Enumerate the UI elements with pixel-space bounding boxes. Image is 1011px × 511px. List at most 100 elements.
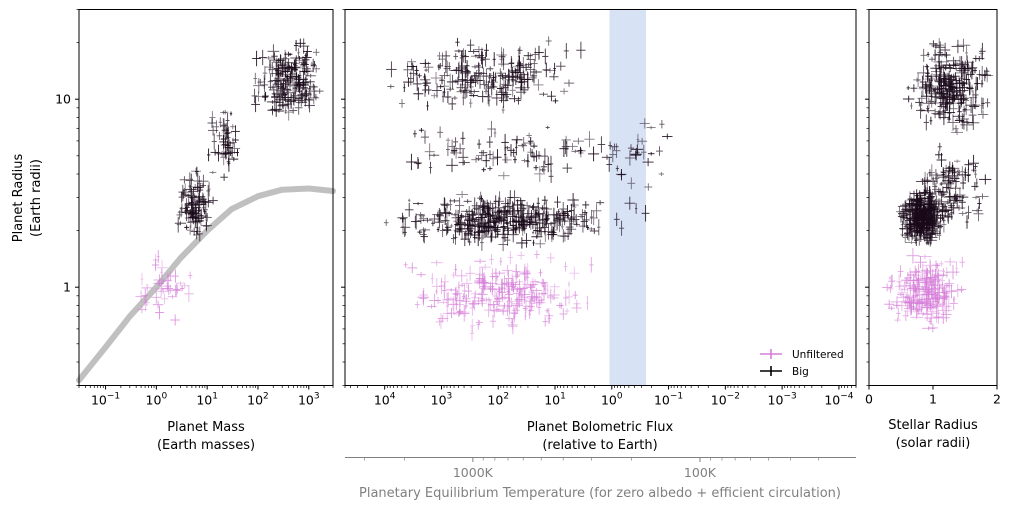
unfiltered-planet-point <box>484 302 494 318</box>
big-planet-point <box>453 230 458 245</box>
unfiltered-planet-point <box>916 296 927 309</box>
big-planet-point <box>579 209 586 220</box>
big-planet-point <box>501 209 514 215</box>
big-planet-point <box>928 169 932 177</box>
big-planet-point <box>439 72 450 79</box>
unfiltered-planet-point <box>481 297 492 303</box>
big-planet-point <box>446 158 458 173</box>
big-planet-point <box>468 98 473 108</box>
unfiltered-planet-point <box>906 247 920 264</box>
big-planet-point <box>904 226 912 240</box>
big-planet-point <box>488 151 498 167</box>
big-planet-point <box>462 90 465 106</box>
mass-axis-title: Planet Mass <box>167 420 245 435</box>
big-planet-point <box>910 234 919 238</box>
big-planet-point <box>557 213 563 226</box>
big-planet-point <box>509 217 512 226</box>
big-planet-point <box>294 82 299 92</box>
big-planet-point <box>475 213 488 221</box>
big-planet-point <box>446 87 455 92</box>
big-planet-point <box>921 221 924 228</box>
big-planet-point <box>182 204 191 221</box>
big-planet-point <box>454 79 458 84</box>
unfiltered-planet-point <box>921 291 936 297</box>
unfiltered-planet-point <box>184 285 194 303</box>
big-planet-point <box>208 196 218 205</box>
unfiltered-planet-point <box>431 273 434 285</box>
big-planet-point <box>202 213 212 222</box>
unfiltered-planet-point <box>547 313 552 324</box>
big-planet-point <box>460 131 466 145</box>
unfiltered-planet-point <box>944 257 956 266</box>
big-planet-point <box>559 202 568 216</box>
big-planet-point <box>504 210 508 224</box>
big-planet-point <box>977 198 982 209</box>
big-planet-point <box>463 199 472 204</box>
big-planet-point <box>179 176 189 184</box>
big-planet-point <box>486 232 498 242</box>
big-planet-point <box>504 79 512 91</box>
unfiltered-planet-point <box>892 301 901 309</box>
big-planet-point <box>184 224 189 230</box>
big-planet-point <box>536 197 540 209</box>
x-tick-label: 0 <box>865 392 873 407</box>
unfiltered-planet-point <box>470 326 474 341</box>
big-planet-point <box>516 203 525 219</box>
big-planet-point <box>553 213 558 228</box>
big-planet-point <box>635 203 638 214</box>
big-planet-point <box>203 221 210 231</box>
x-tick-label: 101 <box>544 392 566 408</box>
unfiltered-planet-point <box>495 291 503 307</box>
big-planet-point <box>928 56 936 62</box>
big-planet-point <box>456 191 469 199</box>
big-planet-point <box>548 169 554 183</box>
big-planet-point <box>504 206 516 216</box>
unfiltered-planet-point <box>510 297 513 307</box>
unfiltered-planet-point <box>928 300 933 311</box>
big-planet-point <box>627 144 635 152</box>
big-planet-point <box>977 110 989 119</box>
big-planet-point <box>479 208 487 221</box>
stellar-radius-axis-units: (solar radii) <box>896 436 971 451</box>
big-planet-point <box>480 79 489 90</box>
unfiltered-planet-point <box>507 319 518 330</box>
big-planet-point <box>459 66 472 78</box>
big-planet-point <box>531 68 538 84</box>
unfiltered-planet-point <box>563 289 569 307</box>
big-planet-point <box>477 199 489 213</box>
unfiltered-planet-point <box>431 278 442 295</box>
unfiltered-planet-point <box>140 272 144 286</box>
big-planet-point <box>958 211 967 216</box>
big-planet-point <box>222 151 229 158</box>
unfiltered-planet-point <box>157 250 160 264</box>
big-planet-point <box>608 141 612 150</box>
unfiltered-planet-point <box>496 274 499 281</box>
big-planet-point <box>515 96 522 105</box>
big-planet-point <box>484 88 488 95</box>
big-planet-point <box>437 84 444 89</box>
big-planet-point <box>513 225 519 235</box>
unfiltered-planet-point <box>888 276 892 280</box>
unfiltered-planet-point <box>428 293 441 308</box>
big-planet-point <box>501 197 510 210</box>
big-planet-point <box>193 230 200 240</box>
big-planet-point <box>421 80 431 87</box>
unfiltered-planet-point <box>490 314 496 328</box>
unfiltered-planet-point <box>932 294 938 300</box>
unfiltered-planet-point <box>932 260 940 270</box>
unfiltered-planet-point <box>135 290 147 303</box>
big-planet-point <box>968 154 979 172</box>
unfiltered-planet-point <box>474 258 486 264</box>
big-planet-point <box>435 216 444 229</box>
unfiltered-planet-point <box>522 306 528 312</box>
big-planet-point <box>587 227 595 231</box>
big-planet-point <box>535 239 546 249</box>
unfiltered-planet-point <box>923 278 929 288</box>
big-planet-point <box>423 73 427 81</box>
big-planet-point <box>444 221 451 233</box>
big-planet-point <box>511 73 515 87</box>
unfiltered-planet-point <box>470 290 481 298</box>
big-planet-point <box>926 51 930 57</box>
big-planet-point <box>295 74 302 81</box>
big-planet-point <box>641 144 647 160</box>
